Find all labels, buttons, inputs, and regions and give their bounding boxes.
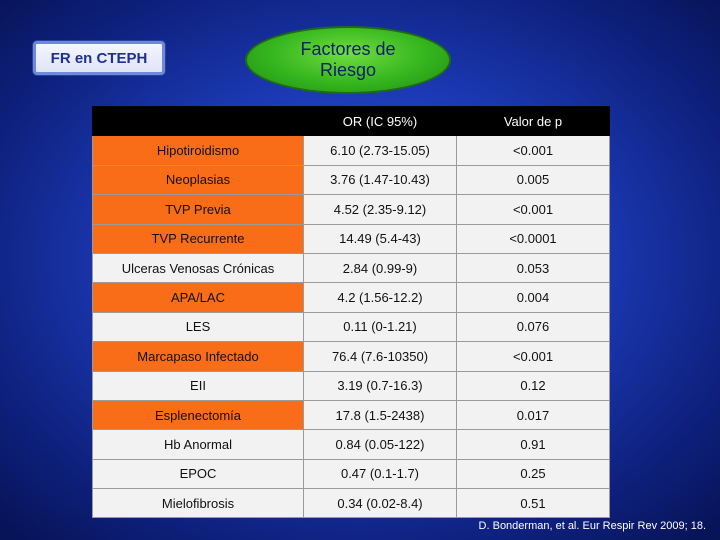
factor-cell: TVP Previa [92, 194, 304, 225]
table-row: TVP Recurrente 14.49 (5.4-43) <0.0001 [92, 223, 610, 254]
or-cell: 17.8 (1.5-2438) [303, 399, 457, 431]
p-value-cell: 0.005 [456, 164, 610, 196]
table-row: Hb Anormal 0.84 (0.05-122) 0.91 [92, 429, 610, 460]
table-row: Ulceras Venosas Crónicas 2.84 (0.99-9) 0.0… [92, 252, 610, 284]
table-row: Esplenectomía 17.8 (1.5-2438) 0.017 [92, 399, 610, 431]
p-value-cell: 0.51 [456, 488, 610, 519]
table-row: TVP Previa 4.52 (2.35-9.12) <0.001 [92, 194, 610, 225]
table-row: EII 3.19 (0.7-16.3) 0.12 [92, 370, 610, 401]
or-cell: 0.11 (0-1.21) [303, 311, 457, 343]
or-cell: 0.34 (0.02-8.4) [303, 488, 457, 519]
title-ellipse: Factores de Riesgo [245, 26, 451, 94]
p-value-cell: 0.25 [456, 458, 610, 490]
factor-cell: EPOC [92, 458, 304, 490]
table-row: LES 0.11 (0-1.21) 0.076 [92, 311, 610, 343]
p-value-cell: 0.12 [456, 370, 610, 401]
p-value-cell: 0.053 [456, 252, 610, 284]
p-value-cell: <0.001 [456, 341, 610, 372]
table-header-row: OR (IC 95%) Valor de p [92, 105, 610, 137]
p-value-cell: 0.91 [456, 429, 610, 460]
risk-factors-table: OR (IC 95%) Valor de p Hipotiroidismo 6.1… [92, 105, 610, 519]
or-cell: 0.84 (0.05-122) [303, 429, 457, 460]
factor-cell: Marcapaso Infectado [92, 341, 304, 372]
p-value-cell: 0.004 [456, 282, 610, 313]
p-value-cell: <0.001 [456, 194, 610, 225]
slide-title: Factores de Riesgo [300, 39, 396, 80]
table-row: Hipotiroidismo 6.10 (2.73-15.05) <0.001 [92, 135, 610, 166]
or-cell: 6.10 (2.73-15.05) [303, 135, 457, 166]
p-value-cell: <0.001 [456, 135, 610, 166]
factor-cell: APA/LAC [92, 282, 304, 313]
or-cell: 4.2 (1.56-12.2) [303, 282, 457, 313]
or-cell: 3.76 (1.47-10.43) [303, 164, 457, 196]
table-row: APA/LAC 4.2 (1.56-12.2) 0.004 [92, 282, 610, 313]
factor-cell: Esplenectomía [92, 399, 304, 431]
factor-cell: Hipotiroidismo [92, 135, 304, 166]
factor-cell: LES [92, 311, 304, 343]
or-cell: 76.4 (7.6-10350) [303, 341, 457, 372]
or-cell: 3.19 (0.7-16.3) [303, 370, 457, 401]
or-cell: 0.47 (0.1-1.7) [303, 458, 457, 490]
or-cell: 14.49 (5.4-43) [303, 223, 457, 254]
header-factor [92, 105, 304, 137]
header-p: Valor de p [456, 105, 610, 137]
factor-cell: Ulceras Venosas Crónicas [92, 252, 304, 284]
table-body: Hipotiroidismo 6.10 (2.73-15.05) <0.001 Neo… [92, 135, 610, 519]
factor-cell: Mielofibrosis [92, 488, 304, 519]
or-cell: 2.84 (0.99-9) [303, 252, 457, 284]
p-value-cell: 0.017 [456, 399, 610, 431]
table-row: Marcapaso Infectado 76.4 (7.6-10350) <0.00… [92, 341, 610, 372]
factor-cell: EII [92, 370, 304, 401]
p-value-cell: <0.0001 [456, 223, 610, 254]
table-row: Mielofibrosis 0.34 (0.02-8.4) 0.51 [92, 488, 610, 519]
factor-cell: Hb Anormal [92, 429, 304, 460]
p-value-cell: 0.076 [456, 311, 610, 343]
section-badge: FR en CTEPH [33, 41, 165, 75]
or-cell: 4.52 (2.35-9.12) [303, 194, 457, 225]
citation: D. Bonderman, et al. Eur Respir Rev 2009… [478, 520, 706, 532]
header-or: OR (IC 95%) [303, 105, 457, 137]
factor-cell: Neoplasias [92, 164, 304, 196]
factor-cell: TVP Recurrente [92, 223, 304, 254]
table-row: EPOC 0.47 (0.1-1.7) 0.25 [92, 458, 610, 490]
table-row: Neoplasias 3.76 (1.47-10.43) 0.005 [92, 164, 610, 196]
badge-label: FR en CTEPH [50, 49, 148, 67]
